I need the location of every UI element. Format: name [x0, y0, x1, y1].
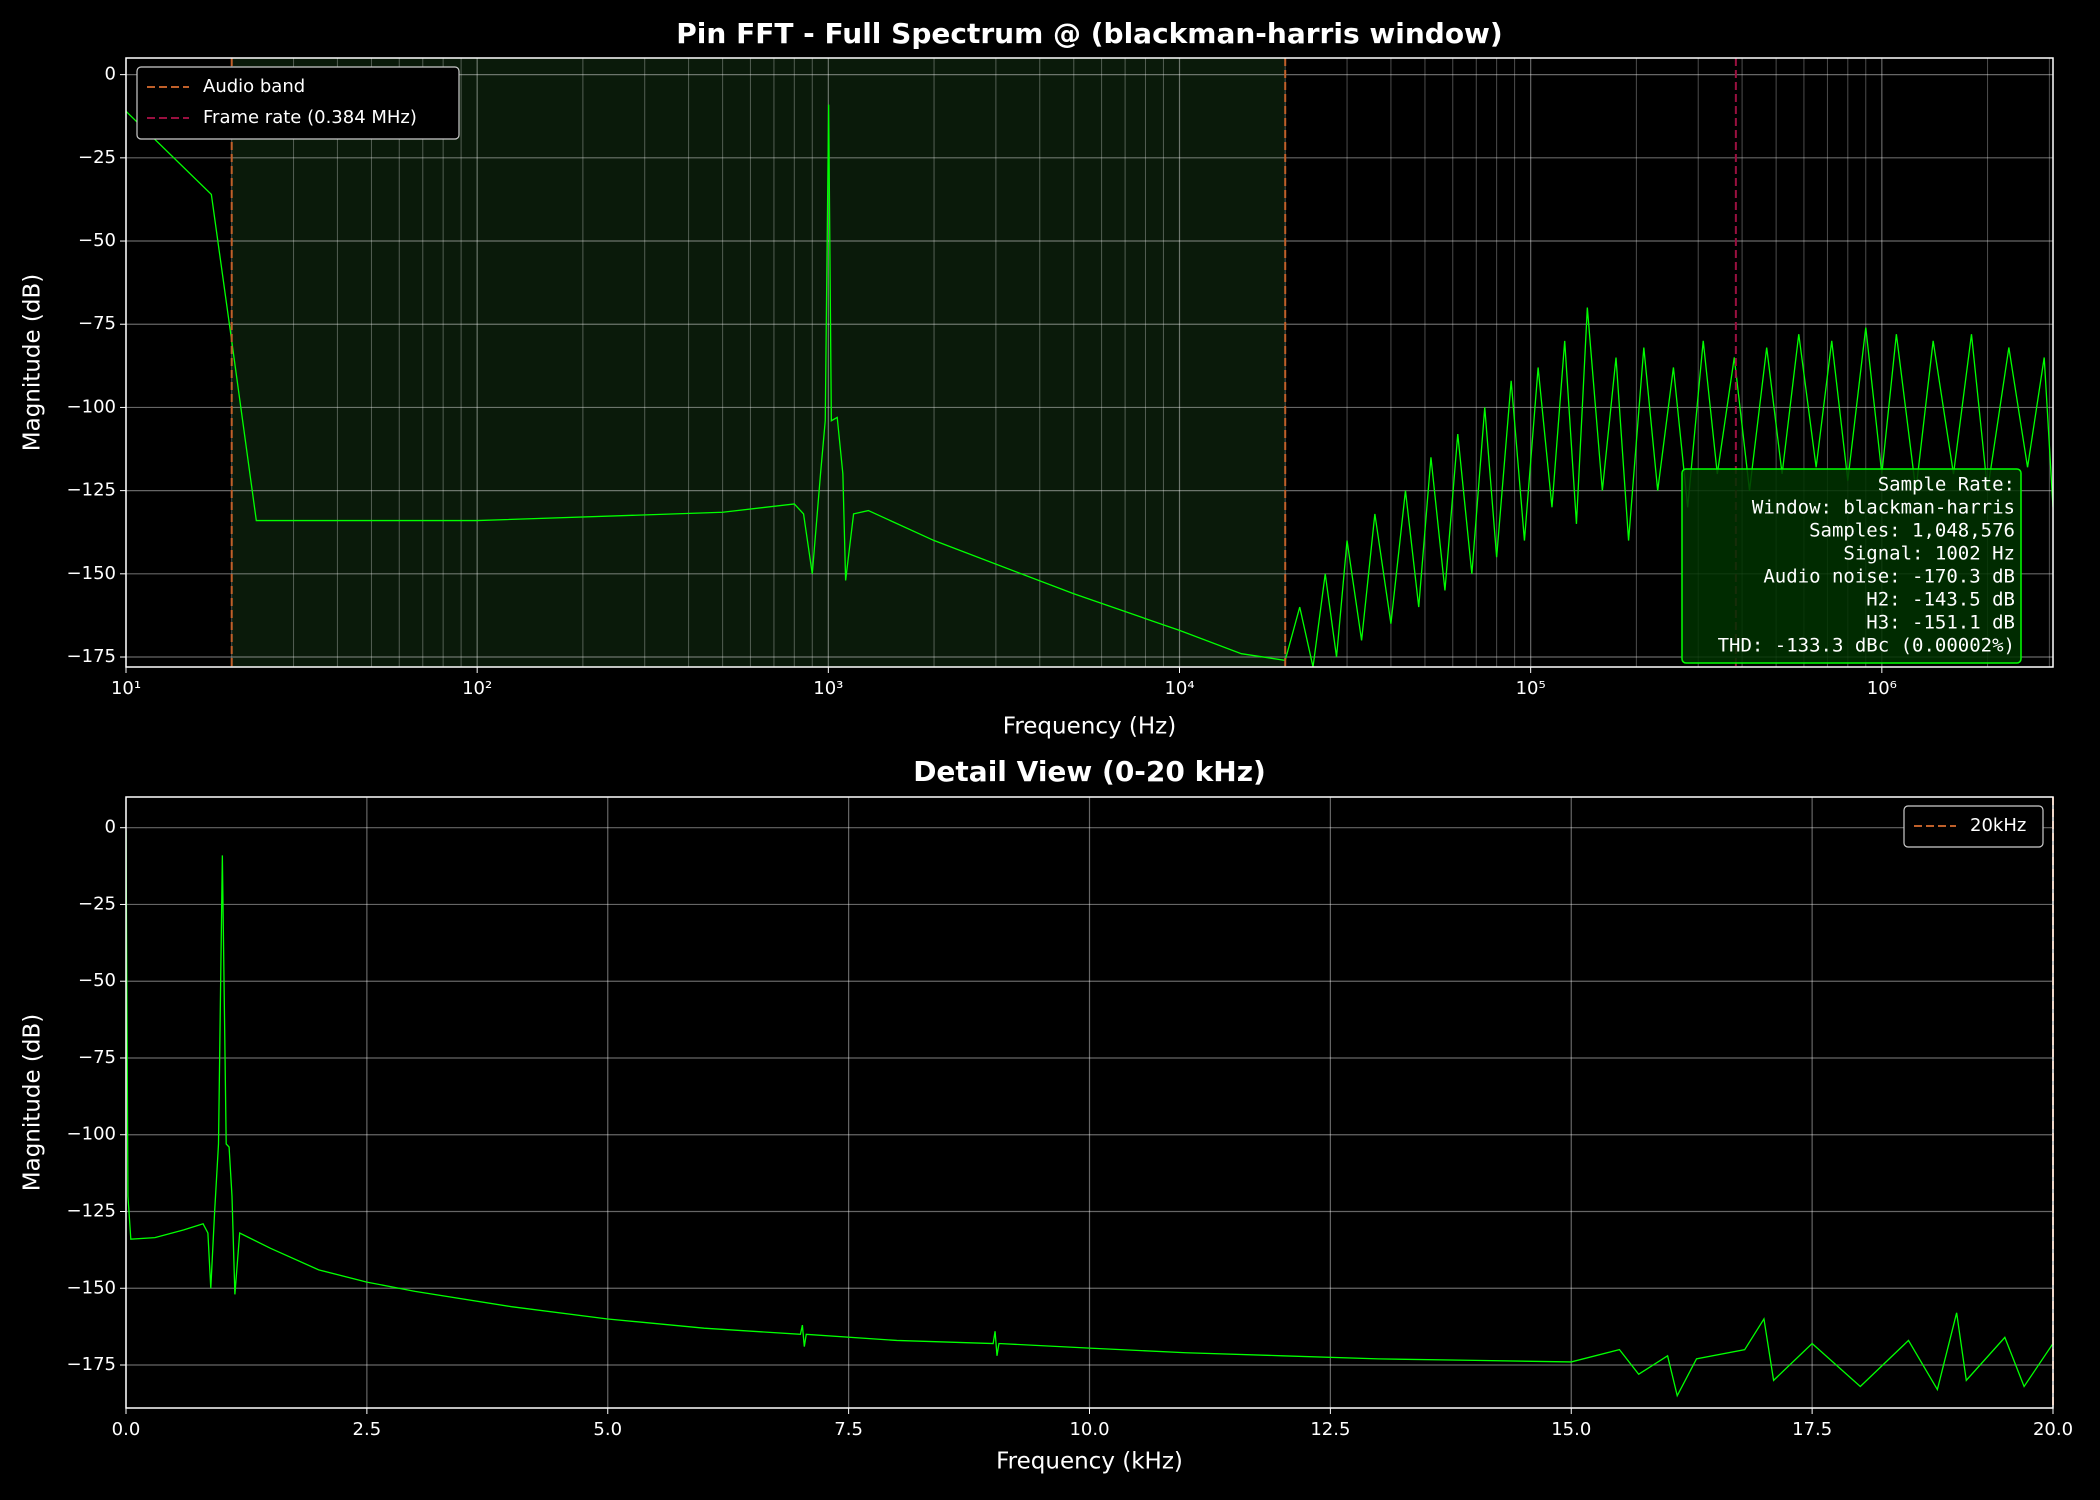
audio-band-shade: [231, 58, 1286, 667]
legend-box: [136, 66, 460, 140]
y-tick-label: −125: [67, 480, 116, 501]
y-tick-label: −150: [67, 1277, 116, 1298]
y-tick-label: −100: [67, 396, 116, 417]
y-tick-label: −100: [67, 1124, 116, 1145]
x-tick-label: 7.5: [834, 1419, 863, 1440]
x-axis-label: Frequency (kHz): [996, 1449, 1183, 1475]
y-tick-label: 0: [105, 64, 116, 85]
annotation-line: Window: blackman-harris: [1752, 497, 2015, 519]
y-tick-label: −175: [67, 646, 116, 667]
plot-frame: [125, 796, 2054, 1409]
x-tick-label: 10⁶: [1867, 678, 1897, 699]
legend-label: Audio band: [203, 76, 305, 97]
x-tick-label: 10.0: [1069, 1419, 1109, 1440]
y-tick-label: −50: [78, 970, 116, 991]
y-tick-label: −150: [67, 563, 116, 584]
legend-label: Frame rate (0.384 MHz): [203, 107, 417, 128]
annotation-line: Audio noise: -170.3 dB: [1763, 566, 2015, 588]
x-tick-label: 10²: [462, 678, 492, 699]
x-tick-label: 10⁵: [1516, 678, 1546, 699]
x-tick-label: 5.0: [593, 1419, 622, 1440]
y-tick-label: −175: [67, 1354, 116, 1375]
annotation-line: Samples: 1,048,576: [1809, 520, 2015, 542]
y-tick-label: −50: [78, 230, 116, 251]
x-tick-label: 15.0: [1551, 1419, 1591, 1440]
chart-title: Detail View (0-20 kHz): [913, 755, 1266, 788]
annotation-line: Signal: 1002 Hz: [1843, 543, 2015, 565]
plot-frame: [125, 57, 2054, 668]
x-tick-label: 10¹: [111, 678, 141, 699]
annotation-line: H2: -143.5 dB: [1866, 589, 2015, 611]
y-axis-label: Magnitude (dB): [20, 1014, 46, 1192]
legend-box: [1903, 805, 2044, 848]
spectrum-line: [126, 104, 2053, 667]
x-axis-label: Frequency (Hz): [1003, 714, 1176, 740]
y-tick-label: −25: [78, 147, 116, 168]
y-axis-label: Magnitude (dB): [20, 274, 46, 452]
legend: Audio band Frame rate (0.384 MHz): [136, 66, 460, 140]
x-tick-label: 17.5: [1792, 1419, 1832, 1440]
annotation-line: H3: -151.1 dB: [1866, 612, 2015, 634]
y-tick-label: −25: [78, 893, 116, 914]
chart-title: Pin FFT - Full Spectrum @ (blackman-harr…: [676, 17, 1502, 50]
y-tick-label: −75: [78, 313, 116, 334]
x-tick-label: 10³: [813, 678, 843, 699]
spectrum-line: [126, 830, 2053, 1398]
legend: 20kHz: [1903, 805, 2044, 848]
x-tick-label: 20.0: [2033, 1419, 2073, 1440]
x-tick-label: 12.5: [1310, 1419, 1350, 1440]
x-tick-label: 10⁴: [1164, 678, 1194, 699]
annotation-line: THD: -133.3 dBc (0.00002%): [1718, 635, 2015, 657]
annotation-line: Sample Rate:: [1878, 474, 2015, 496]
y-tick-label: 0: [105, 817, 116, 838]
legend-label: 20kHz: [1970, 815, 2026, 836]
y-tick-label: −125: [67, 1200, 116, 1221]
x-tick-label: 2.5: [353, 1419, 382, 1440]
plot-area: [126, 797, 2053, 1408]
y-tick-label: −75: [78, 1047, 116, 1068]
x-tick-label: 0.0: [112, 1419, 141, 1440]
annotation-box: [1681, 468, 2022, 664]
